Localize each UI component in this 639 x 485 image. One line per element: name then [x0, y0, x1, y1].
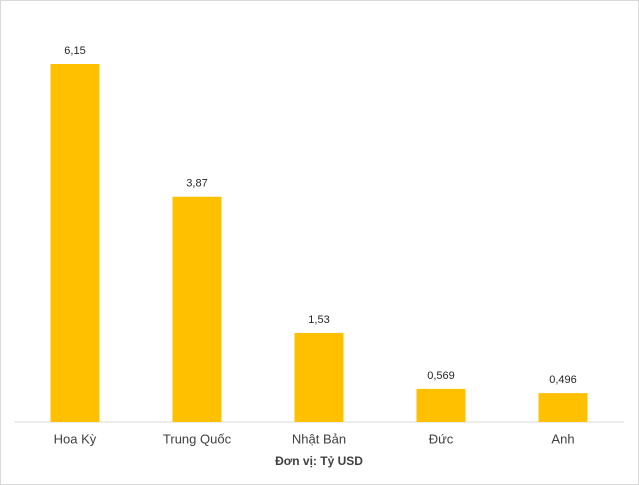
x-tick-label: Trung Quốc — [163, 431, 232, 446]
bar — [538, 393, 588, 422]
data-label: 0,496 — [549, 374, 577, 386]
data-label: 6,15 — [64, 45, 85, 57]
x-tick-label: Anh — [551, 431, 574, 446]
x-tick-label: Nhật Bản — [292, 431, 346, 446]
data-label: 1,53 — [308, 314, 329, 326]
bar — [50, 64, 100, 422]
data-label: 0,569 — [427, 370, 455, 382]
x-tick-label: Đức — [429, 431, 454, 446]
data-label: 3,87 — [186, 178, 207, 190]
bar — [294, 332, 344, 422]
x-axis-title: Đơn vị: Tỷ USD — [275, 454, 363, 468]
bar — [416, 388, 466, 422]
x-tick-label: Hoa Kỳ — [54, 431, 97, 446]
bar — [172, 196, 222, 422]
